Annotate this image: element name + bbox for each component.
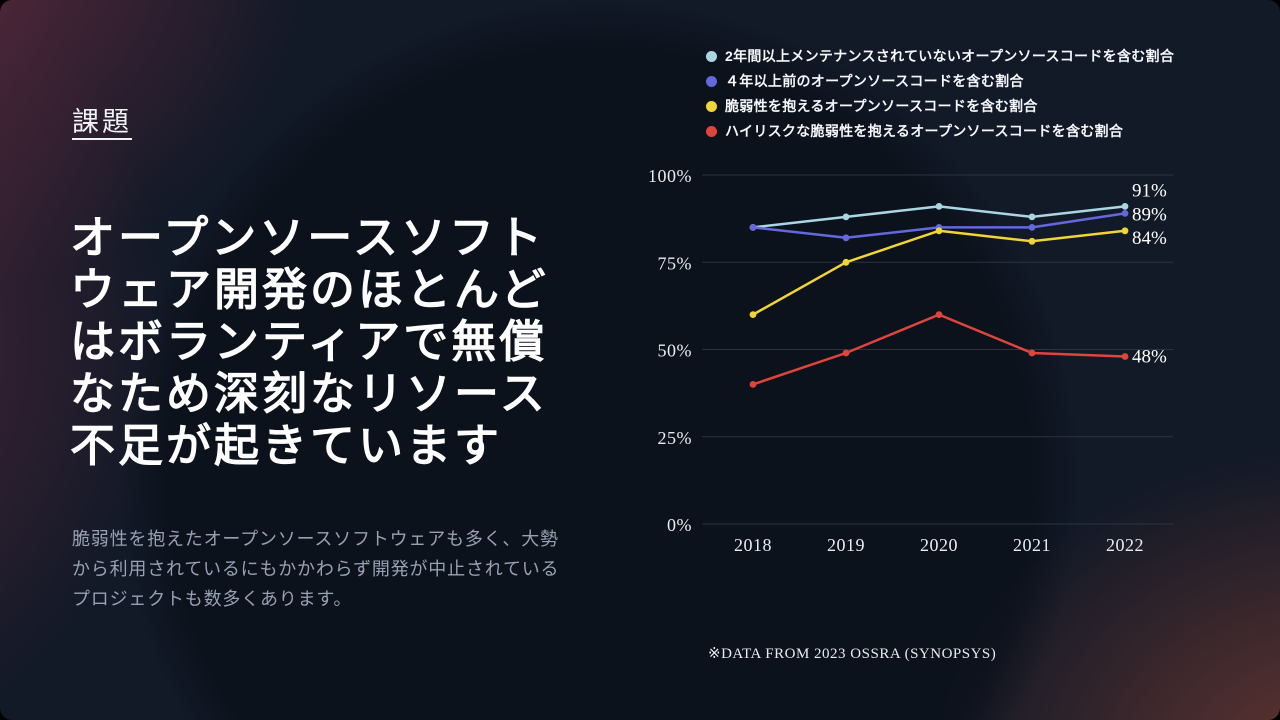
legend-item: 2年間以上メンテナンスされていないオープンソースコードを含む割合 — [706, 47, 1174, 65]
series-value-label: 89% — [1132, 204, 1167, 225]
x-axis-label: 2020 — [920, 535, 958, 555]
data-point — [1028, 349, 1036, 357]
x-axis-label: 2018 — [734, 535, 772, 555]
series-value-label: 84% — [1132, 228, 1167, 249]
data-point — [1121, 203, 1129, 210]
legend-item: ハイリスクな脆弱性を抱えるオープンソースコードを含む割合 — [706, 122, 1174, 140]
data-point — [749, 224, 757, 231]
chart-canvas: 100% 75% 50% 25% 0% 2018 2019 2020 2021 2022 91% 89… — [648, 166, 1173, 555]
data-point — [842, 349, 850, 357]
legend-swatch-icon — [706, 50, 717, 62]
y-axis-tick: 100% — [648, 166, 692, 186]
legend-label: 2年間以上メンテナンスされていないオープンソースコードを含む割合 — [725, 48, 1175, 64]
heading-line: 不足が起きています — [70, 420, 503, 471]
legend-swatch-icon — [706, 125, 717, 137]
x-axis-label: 2021 — [1013, 535, 1051, 555]
y-axis-tick: 0% — [667, 515, 692, 535]
legend-swatch-icon — [706, 100, 717, 112]
y-axis-tick: 50% — [658, 341, 693, 361]
heading-line: オープンソースソフト — [70, 212, 546, 263]
data-point — [935, 311, 943, 318]
y-axis-tick: 75% — [658, 253, 693, 273]
heading-line: はボランティアで無償 — [70, 316, 548, 367]
heading-line: ウェア開発のほとんど — [70, 264, 549, 315]
data-point — [1028, 213, 1036, 221]
legend-swatch-icon — [706, 75, 717, 87]
body-paragraph: 脆弱性を抱えたオープンソースソフトウェアも多く、大勢から利用されているにもかかわ… — [72, 529, 560, 609]
x-axis-label: 2019 — [827, 535, 865, 555]
line-chart: 100% 75% 50% 25% 0% 2018 2019 2020 2021 2022 91% 89… — [640, 160, 1185, 580]
data-point — [749, 311, 757, 318]
data-point — [935, 227, 943, 235]
y-axis-tick: 25% — [658, 428, 693, 448]
legend-item: 脆弱性を抱えるオープンソースコードを含む割合 — [706, 97, 1174, 115]
data-point — [749, 381, 757, 388]
data-point — [1121, 210, 1129, 217]
data-source-note: ※DATA FROM 2023 OSSRA (SYNOPSYS) — [708, 646, 997, 662]
heading-line: なため深刻なリソース — [70, 368, 548, 419]
data-point — [1028, 224, 1036, 231]
data-point — [1121, 227, 1129, 235]
series-value-label: 91% — [1132, 180, 1167, 201]
section-kicker: 課題 — [72, 107, 132, 137]
series-value-label: 48% — [1132, 347, 1167, 368]
data-point — [1121, 353, 1129, 360]
legend-label: ハイリスクな脆弱性を抱えるオープンソースコードを含む割合 — [725, 123, 1124, 139]
data-point — [842, 258, 850, 266]
data-point — [842, 234, 850, 242]
x-axis-label: 2022 — [1106, 535, 1144, 555]
data-point — [842, 213, 850, 221]
legend-label: 脆弱性を抱えるオープンソースコードを含む割合 — [725, 98, 1038, 114]
main-heading: オープンソースソフト ウェア開発のほとんど はボランティアで無償 なため深刻なリ… — [70, 212, 549, 472]
chart-legend: 2年間以上メンテナンスされていないオープンソースコードを含む割合 ４年以上前のオー… — [706, 47, 1174, 147]
legend-item: ４年以上前のオープンソースコードを含む割合 — [706, 72, 1174, 90]
data-point — [1028, 237, 1036, 245]
series-line — [751, 229, 1127, 316]
legend-label: ４年以上前のオープンソースコードを含む割合 — [725, 73, 1024, 89]
data-point — [935, 203, 943, 210]
